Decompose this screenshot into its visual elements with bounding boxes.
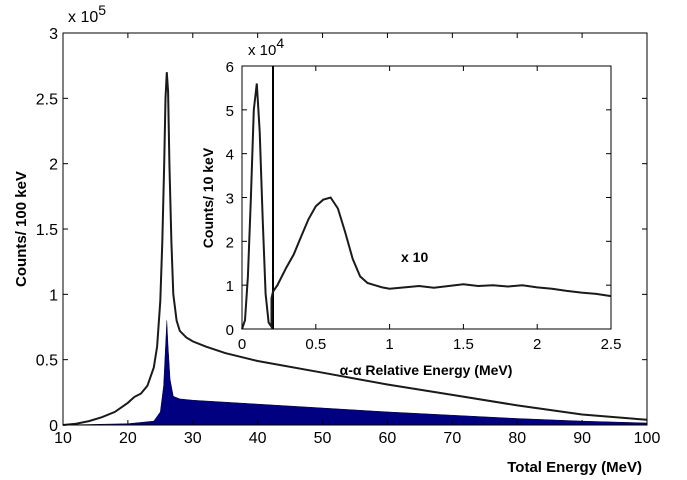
main-filled-series [62, 320, 648, 426]
main-x-tick-label: 80 [508, 430, 526, 447]
main-x-tick-label: 40 [249, 430, 267, 447]
main-x-tick-label: 30 [184, 430, 202, 447]
main-y-tick-label: 1 [49, 287, 58, 304]
main-x-tick-label: 90 [573, 430, 591, 447]
main-x-tick-label: 70 [443, 430, 461, 447]
inset-y-tick-label: 4 [226, 147, 234, 164]
main-x-tick-label: 50 [314, 430, 332, 447]
main-y-axis-label: Counts/ 100 keV [13, 171, 30, 287]
inset-y-tick-label: 2 [226, 234, 234, 251]
inset-x-tick-label: 1 [385, 336, 393, 353]
inset-y-multiplier: x 104 [248, 35, 284, 59]
inset-x-tick-label: 2 [533, 336, 541, 353]
inset-annotation: x 10 [401, 249, 428, 265]
main-y-tick-label: 2.5 [36, 91, 58, 108]
inset-series-line [241, 83, 612, 331]
inset-x-tick-label: 0.5 [305, 336, 326, 353]
main-x-ticks: 10 20 30 40 50 60 70 80 90 100 [54, 33, 660, 447]
inset-x-tick-label: 2.5 [601, 336, 622, 353]
inset-y-tick-label: 1 [226, 278, 234, 295]
main-x-axis-label: Total Energy (MeV) [507, 459, 642, 476]
main-x-tick-label: 20 [119, 430, 137, 447]
inset-y-tick-label: 3 [226, 191, 234, 208]
main-y-multiplier: x 105 [68, 2, 106, 26]
main-y-tick-label: 0 [49, 418, 58, 435]
main-x-tick-label: 100 [634, 430, 661, 447]
inset-y-ticks: 0 1 2 3 4 5 6 [226, 59, 611, 339]
inset-y-tick-label: 5 [226, 103, 234, 120]
main-y-tick-label: 2 [49, 157, 58, 174]
inset-x-axis-label: α-α Relative Energy (MeV) [340, 362, 513, 378]
inset-chart: 0 0.5 1 1.5 2 2.5 0 1 2 3 4 5 6 x 104 x 10 α-α Rela… [200, 35, 621, 378]
inset-y-axis-label: Counts/ 10 keV [200, 147, 216, 248]
main-y-tick-label: 0.5 [36, 353, 58, 370]
inset-y-tick-label: 6 [226, 59, 234, 76]
inset-x-tick-label: 1.5 [453, 336, 474, 353]
main-y-tick-label: 1.5 [36, 222, 58, 239]
main-x-tick-label: 60 [379, 430, 397, 447]
inset-y-tick-label: 0 [226, 322, 234, 339]
main-x-tick-label: 10 [54, 430, 72, 447]
inset-x-ticks: 0 0.5 1 1.5 2 2.5 [238, 66, 622, 353]
main-outline-series [62, 72, 648, 426]
main-y-ticks: 0 0.5 1 1.5 2 2.5 3 [36, 26, 647, 435]
main-y-tick-label: 3 [49, 26, 58, 43]
inset-plot-background [241, 65, 612, 330]
inset-x-tick-label: 0 [238, 336, 246, 353]
